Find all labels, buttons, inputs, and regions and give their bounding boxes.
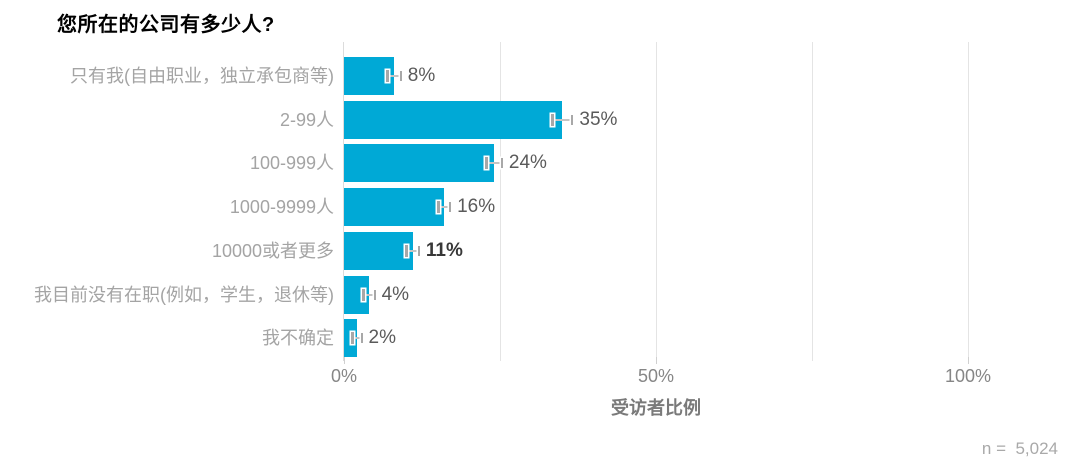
value-label: 11%	[425, 239, 463, 261]
error-bar	[406, 249, 419, 252]
x-tick	[968, 357, 969, 364]
bar[interactable]	[344, 188, 444, 227]
error-bar	[437, 206, 451, 209]
error-bar-right-cap	[500, 158, 503, 169]
category-label: 1000-9999人	[229, 197, 334, 218]
error-bar-right-cap	[571, 114, 574, 125]
error-bar	[485, 162, 502, 165]
x-tick-label: 50%	[637, 366, 675, 386]
error-bar	[552, 118, 573, 121]
value-label: 4%	[381, 283, 410, 305]
error-bar	[351, 337, 362, 340]
axis-zero-line	[343, 42, 344, 361]
gridline	[968, 42, 969, 361]
category-label: 2-99人	[279, 109, 334, 130]
error-bar-right-cap	[399, 71, 402, 81]
error-bar-left-cap	[436, 201, 440, 214]
category-label: 100-999人	[249, 153, 334, 174]
error-bar-left-cap	[405, 244, 409, 257]
value-label: 16%	[457, 196, 496, 218]
category-label: 我目前没有在职(例如，学生，退休等)	[34, 284, 334, 305]
x-tick-label: 0%	[330, 366, 358, 386]
value-label: 24%	[508, 152, 547, 174]
error-bar-left-cap	[386, 70, 390, 82]
error-bar-right-cap	[373, 289, 376, 300]
bar[interactable]	[344, 231, 413, 270]
error-bar-right-cap	[360, 333, 363, 344]
category-label: 只有我(自由职业，独立承包商等)	[70, 66, 334, 86]
bar[interactable]	[344, 57, 394, 95]
value-label: 8%	[407, 65, 436, 86]
sample-size-note: n = 5,024	[981, 439, 1058, 458]
error-bar-left-cap	[350, 332, 354, 345]
category-label: 我不确定	[262, 328, 334, 349]
category-label: 10000或者更多	[211, 240, 334, 261]
gridline	[500, 42, 501, 361]
chart-title: 您所在的公司有多少人?	[57, 14, 275, 36]
error-bar-left-cap	[484, 157, 488, 170]
error-bar-right-cap	[417, 245, 420, 256]
value-label: 2%	[368, 327, 396, 349]
x-axis-title: 受访者比例	[611, 398, 701, 418]
value-label: 35%	[579, 108, 618, 130]
x-tick	[656, 357, 657, 364]
x-tick	[344, 357, 345, 364]
x-tick-label: 100%	[944, 366, 992, 386]
error-bar	[387, 75, 401, 77]
error-bar-right-cap	[449, 202, 452, 213]
gridline	[812, 42, 813, 361]
bar[interactable]	[344, 319, 357, 358]
gridline	[656, 42, 657, 361]
bar[interactable]	[344, 144, 494, 183]
error-bar	[363, 293, 375, 296]
error-bar-left-cap	[362, 288, 366, 301]
error-bar-left-cap	[551, 113, 555, 126]
bar[interactable]	[344, 100, 563, 139]
